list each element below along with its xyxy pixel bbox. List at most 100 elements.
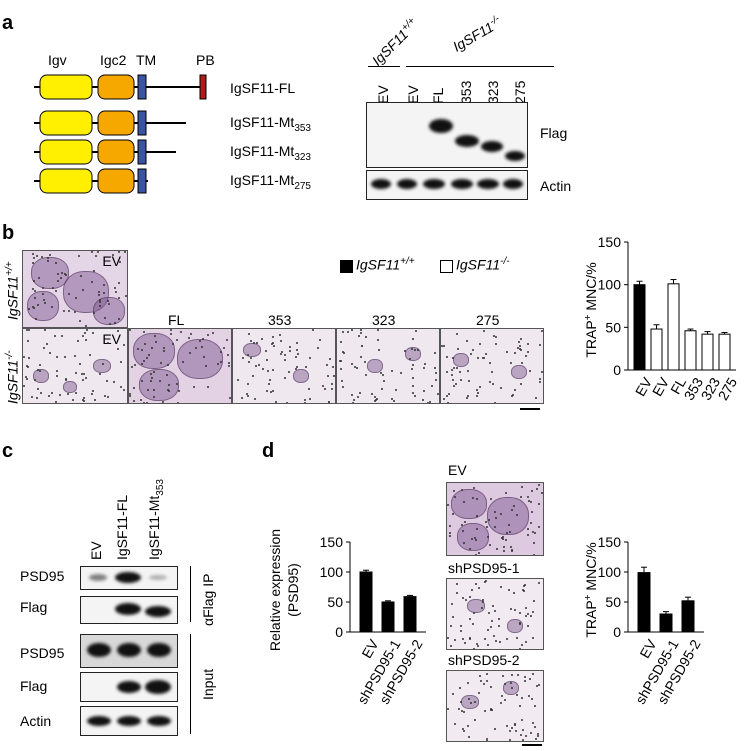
micrograph-speckle bbox=[106, 380, 108, 382]
micrograph-speckle bbox=[522, 729, 524, 731]
micrograph-speckle bbox=[463, 501, 465, 503]
micrograph-speckle bbox=[470, 702, 472, 704]
micrograph-speckle bbox=[536, 488, 538, 490]
micrograph-speckle bbox=[261, 338, 263, 340]
chart-b-xlabel-2: FL bbox=[667, 375, 689, 397]
micrograph-speckle bbox=[125, 295, 127, 297]
micrograph-speckle bbox=[471, 538, 473, 540]
micrograph-speckle bbox=[41, 256, 43, 258]
micrograph-speckle bbox=[68, 310, 70, 312]
micrograph-speckle bbox=[166, 374, 168, 376]
micrograph-speckle bbox=[530, 522, 532, 524]
micrograph-speckle bbox=[424, 363, 426, 365]
micrograph-speckle bbox=[519, 705, 521, 707]
chart-b-xlabel-5: 275 bbox=[715, 375, 741, 403]
micrograph-speckle bbox=[525, 355, 527, 357]
micrograph-speckle bbox=[79, 320, 81, 322]
micrograph-speckle bbox=[124, 251, 126, 253]
micrograph-speckle bbox=[527, 534, 529, 536]
micrograph-speckle bbox=[514, 389, 516, 391]
micrograph-speckle bbox=[120, 386, 122, 388]
chart-b-ytick-label-3: 150 bbox=[598, 234, 622, 250]
micrograph-speckle bbox=[143, 360, 145, 362]
micrograph-speckle bbox=[455, 383, 457, 385]
micrograph-speckle bbox=[33, 257, 35, 259]
micrograph-speckle bbox=[27, 366, 29, 368]
lane-label-c-0: EV bbox=[88, 541, 104, 560]
micrograph-speckle bbox=[341, 380, 343, 382]
micrograph-speckle bbox=[378, 349, 380, 351]
micrograph-speckle bbox=[485, 580, 487, 582]
micrograph-speckle bbox=[331, 388, 333, 390]
micrograph-speckle bbox=[493, 635, 495, 637]
micrograph-speckle bbox=[527, 343, 529, 345]
row-label-c-1: Flag bbox=[20, 599, 48, 615]
micrograph-speckle bbox=[489, 381, 491, 383]
micrograph-speckle bbox=[532, 637, 534, 639]
micrograph-speckle bbox=[226, 339, 228, 341]
micrograph-speckle bbox=[449, 525, 451, 527]
micrograph-speckle bbox=[474, 701, 476, 703]
construct-mt323 bbox=[34, 139, 176, 165]
chart-d2-ytick-label-0: 0 bbox=[613, 624, 621, 640]
micrograph-speckle bbox=[395, 389, 397, 391]
chart-b-bar-4 bbox=[701, 333, 714, 371]
micrograph-speckle bbox=[483, 357, 485, 359]
micrograph-speckle bbox=[511, 727, 513, 729]
micrograph-speckle bbox=[42, 293, 44, 295]
micrograph-speckle bbox=[514, 609, 516, 611]
micrograph-speckle bbox=[522, 589, 524, 591]
micrograph-speckle bbox=[531, 490, 533, 492]
micrograph-speckle bbox=[109, 323, 111, 325]
micrograph-speckle bbox=[371, 393, 373, 395]
micrograph-speckle bbox=[495, 640, 497, 642]
legend-swatch-ko bbox=[440, 260, 453, 273]
micrograph-speckle bbox=[524, 584, 526, 586]
micrograph-speckle bbox=[452, 513, 454, 515]
micrograph-speckle bbox=[486, 740, 488, 741]
micrograph-speckle bbox=[431, 385, 433, 387]
micrograph-ko-fl bbox=[128, 328, 232, 404]
micrograph-speckle bbox=[498, 625, 500, 627]
row-label-c-3: Flag bbox=[20, 678, 48, 694]
micrograph-speckle bbox=[461, 524, 463, 526]
micrograph-speckle bbox=[207, 334, 209, 336]
blot-c-input-psd95 bbox=[80, 634, 178, 668]
blot-label-actin: Actin bbox=[540, 178, 572, 194]
micrograph-speckle bbox=[521, 644, 523, 646]
micrograph-speckle bbox=[52, 287, 54, 289]
micrograph-speckle bbox=[33, 280, 35, 282]
micrograph-speckle bbox=[28, 308, 30, 310]
micrograph-speckle bbox=[508, 589, 510, 591]
lane-label-c-1: IgSF11-FL bbox=[114, 494, 130, 560]
micrograph-speckle bbox=[452, 616, 454, 618]
micrograph-speckle bbox=[523, 590, 525, 592]
micrograph-speckle bbox=[527, 351, 529, 353]
chart-d2-ytick-label-2: 100 bbox=[598, 564, 622, 580]
row-label-c-0: PSD95 bbox=[20, 568, 65, 584]
micrograph-speckle bbox=[506, 725, 508, 727]
micrograph-speckle bbox=[359, 392, 361, 394]
micrograph-speckle bbox=[513, 505, 515, 507]
micrograph-speckle bbox=[452, 379, 454, 381]
micrograph-speckle bbox=[188, 337, 190, 339]
micrograph-speckle bbox=[151, 347, 153, 349]
micrograph-speckle bbox=[469, 638, 471, 640]
micrograph-speckle bbox=[319, 339, 321, 341]
micrograph-speckle bbox=[32, 306, 34, 308]
micrograph-speckle bbox=[491, 620, 493, 622]
micrograph-speckle bbox=[51, 392, 53, 394]
micrograph-speckle bbox=[474, 537, 476, 539]
micrograph-speckle bbox=[242, 357, 244, 359]
micrograph-speckle bbox=[456, 583, 458, 585]
micrograph-speckle bbox=[143, 331, 145, 333]
micrograph-speckle bbox=[505, 492, 507, 494]
micrograph-speckle bbox=[56, 356, 58, 358]
micrograph-speckle bbox=[479, 675, 481, 677]
micrograph-speckle bbox=[427, 402, 429, 403]
image-label-323: 323 bbox=[372, 312, 396, 328]
construct-name-mt275: IgSF11-Mt275 bbox=[230, 172, 311, 192]
micrograph-speckle bbox=[538, 684, 540, 686]
micrograph-speckle bbox=[467, 395, 469, 397]
lane-label-a-4: 323 bbox=[485, 80, 501, 104]
